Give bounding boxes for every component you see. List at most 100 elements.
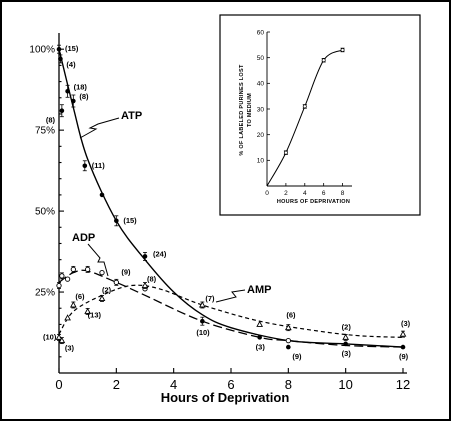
sample-count-label: (24) bbox=[153, 249, 167, 258]
series-label-atp: ATP bbox=[121, 110, 142, 122]
data-point-atp bbox=[82, 163, 88, 169]
inset-data-point bbox=[321, 58, 326, 63]
data-point-adp bbox=[285, 337, 291, 344]
sample-count-label: (9) bbox=[399, 352, 409, 361]
series-pointer-atp bbox=[79, 117, 120, 139]
inset-y-tick-label: 10 bbox=[257, 158, 265, 165]
inset-series bbox=[266, 47, 345, 187]
data-point-adp bbox=[70, 266, 76, 273]
data-point-atp bbox=[114, 218, 119, 224]
inset-x-tick-label: 2 bbox=[284, 190, 288, 197]
sample-count-label: (18) bbox=[74, 82, 88, 91]
sample-count-label: (8) bbox=[79, 92, 89, 101]
data-point-atp bbox=[99, 192, 105, 198]
data-point-amp bbox=[141, 281, 149, 289]
inset-x-tick-label: 4 bbox=[303, 190, 307, 197]
sample-count-label: (3) bbox=[65, 344, 75, 353]
x-tick-label: 6 bbox=[227, 377, 234, 392]
sample-count-label: (8) bbox=[147, 275, 157, 284]
sample-count-label: (15) bbox=[65, 44, 79, 53]
sample-count-label: (7) bbox=[205, 294, 215, 303]
inset-data-point bbox=[340, 48, 345, 52]
sample-count-label: (9) bbox=[292, 352, 302, 361]
y-tick-label: 25% bbox=[35, 288, 55, 299]
data-point-adp bbox=[56, 282, 62, 289]
series-amp: (10)(3)(6)(13)(2)(8)(7)(6)(2) (3) bbox=[43, 275, 411, 353]
sample-count-label: (4) bbox=[66, 60, 76, 69]
inset-y-label-line: % OF LABELED PURINES LOST bbox=[239, 64, 245, 156]
sample-count-label: (2) bbox=[342, 322, 352, 331]
x-tick-label: 8 bbox=[285, 377, 292, 392]
y-tick-label: 100% bbox=[29, 45, 55, 56]
x-tick-label: 4 bbox=[170, 377, 177, 392]
inset-x-axis-label: HOURS OF DEPRIVATION bbox=[277, 199, 350, 205]
x-axis-label: Hours of Deprivation bbox=[161, 390, 290, 405]
data-point-atp bbox=[56, 46, 62, 52]
sample-count-label: (6) bbox=[75, 292, 85, 301]
sample-count-label: (3) bbox=[342, 349, 352, 358]
sample-count-label: (11) bbox=[92, 161, 105, 170]
sample-count-label: (9) bbox=[121, 267, 131, 276]
data-point-amp bbox=[55, 333, 63, 340]
inset-y-axis-label: % OF LABELED PURINES LOST TO MEDIUM bbox=[239, 64, 253, 156]
data-point-atp bbox=[59, 108, 65, 114]
inset-y-tick-label: 20 bbox=[257, 132, 265, 139]
sample-count-label: (6) bbox=[286, 311, 296, 320]
data-point-amp bbox=[69, 301, 77, 308]
series-line-amp bbox=[58, 284, 404, 338]
inset-y-tick-label: 40 bbox=[257, 81, 265, 88]
data-point-atp bbox=[58, 56, 63, 62]
data-point-amp bbox=[256, 320, 264, 327]
data-point-amp bbox=[64, 314, 71, 321]
series-pointer-adp bbox=[87, 243, 109, 277]
series-adp: (9) bbox=[56, 265, 404, 348]
inset-x-tick-label: 0 bbox=[265, 190, 269, 197]
inset-y-label-line: TO MEDIUM bbox=[247, 93, 253, 127]
data-point-atp bbox=[400, 344, 406, 350]
x-tick-label: 10 bbox=[338, 377, 352, 392]
inset-frame bbox=[219, 14, 421, 216]
data-point-atp bbox=[65, 88, 70, 94]
sample-count-label: (10) bbox=[196, 328, 210, 337]
inset-chart: 10 20 30 40 50 60 0 2 4 6 8 HOURS OF DEPRIVATION % O… bbox=[219, 14, 421, 216]
data-point-adp bbox=[99, 269, 105, 276]
data-point-adp bbox=[64, 276, 71, 282]
series-label-amp: AMP bbox=[247, 284, 271, 296]
y-tick-label: 50% bbox=[35, 207, 55, 218]
main-chart: 100% 75% 50% 25% 0 2 4 6 8 10 12 Hours of Deprivati… bbox=[29, 33, 411, 405]
data-point-amp bbox=[198, 301, 206, 308]
data-point-amp bbox=[284, 323, 292, 331]
sample-count-label: (15) bbox=[123, 216, 137, 225]
sample-count-label: (10) bbox=[43, 332, 57, 341]
data-point-amp bbox=[58, 336, 66, 344]
x-tick-label: 2 bbox=[113, 377, 120, 392]
data-point-adp bbox=[85, 266, 91, 273]
data-point-amp bbox=[98, 294, 106, 301]
y-tick-label: 75% bbox=[35, 126, 55, 137]
sample-count-label: (2) bbox=[102, 286, 112, 295]
series-pointer-amp bbox=[215, 289, 246, 303]
data-point-amp bbox=[84, 307, 92, 314]
data-point-amp bbox=[342, 333, 350, 340]
sample-count-label: (3) bbox=[401, 319, 411, 328]
inset-y-tick-label: 60 bbox=[257, 29, 265, 36]
sample-count-label: (13) bbox=[88, 310, 102, 319]
data-point-atp bbox=[71, 98, 76, 104]
x-tick-label: 12 bbox=[396, 377, 410, 392]
inset-y-tick-label: 50 bbox=[257, 55, 265, 62]
data-point-atp bbox=[142, 254, 148, 259]
inset-data-point bbox=[302, 104, 307, 109]
series-line-adp bbox=[58, 269, 404, 348]
data-point-adp bbox=[113, 279, 119, 285]
inset-x-tick-label: 8 bbox=[341, 190, 345, 197]
sample-count-label: (3) bbox=[256, 342, 266, 351]
data-point-amp bbox=[399, 330, 407, 337]
data-point-atp bbox=[286, 344, 291, 350]
data-point-adp bbox=[59, 273, 65, 279]
sample-count-label: (8) bbox=[46, 116, 56, 125]
x-tick-label: 0 bbox=[55, 377, 62, 392]
inset-y-tick-label: 30 bbox=[257, 106, 265, 113]
inset-x-tick-label: 6 bbox=[322, 190, 326, 197]
